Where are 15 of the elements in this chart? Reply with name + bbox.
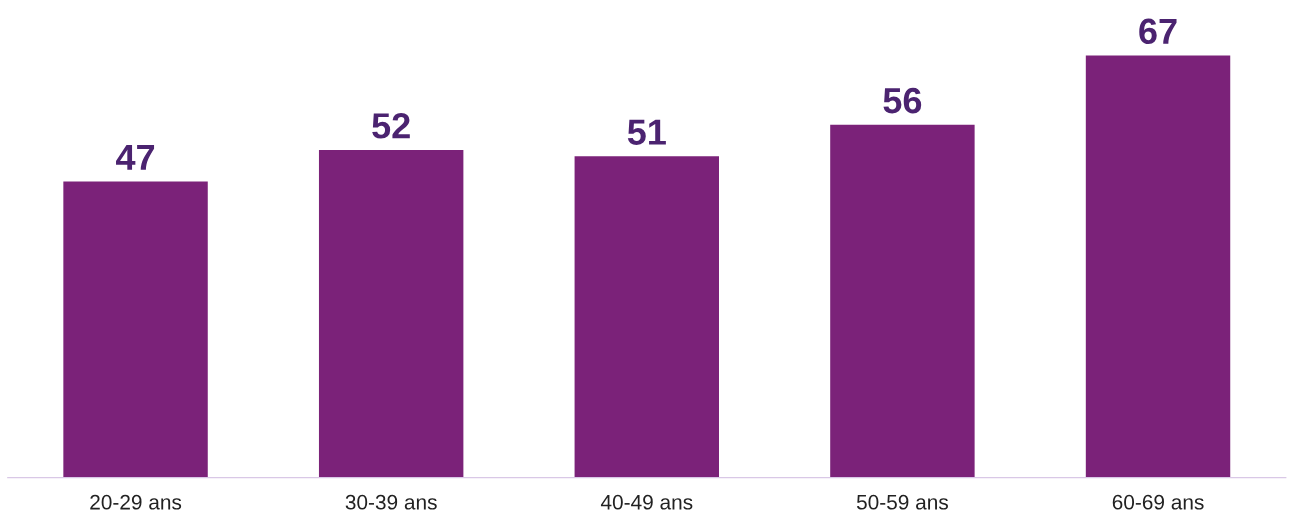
bar bbox=[574, 156, 719, 478]
x-tick-label: 60-69 ans bbox=[1112, 494, 1204, 510]
bar bbox=[830, 124, 975, 478]
data-label: 67 bbox=[1139, 18, 1177, 45]
data-label: 47 bbox=[116, 144, 155, 170]
data-label: 56 bbox=[883, 87, 922, 114]
bar bbox=[63, 181, 208, 478]
bar bbox=[1085, 55, 1231, 478]
data-label: 51 bbox=[627, 119, 666, 145]
x-tick-label: 40-49 ans bbox=[600, 494, 693, 510]
x-tick-label: 30-39 ans bbox=[345, 494, 437, 510]
data-label: 52 bbox=[372, 113, 410, 139]
bar bbox=[318, 149, 464, 478]
x-tick-label: 20-29 ans bbox=[90, 494, 182, 510]
x-tick-label: 50-59 ans bbox=[856, 494, 948, 510]
